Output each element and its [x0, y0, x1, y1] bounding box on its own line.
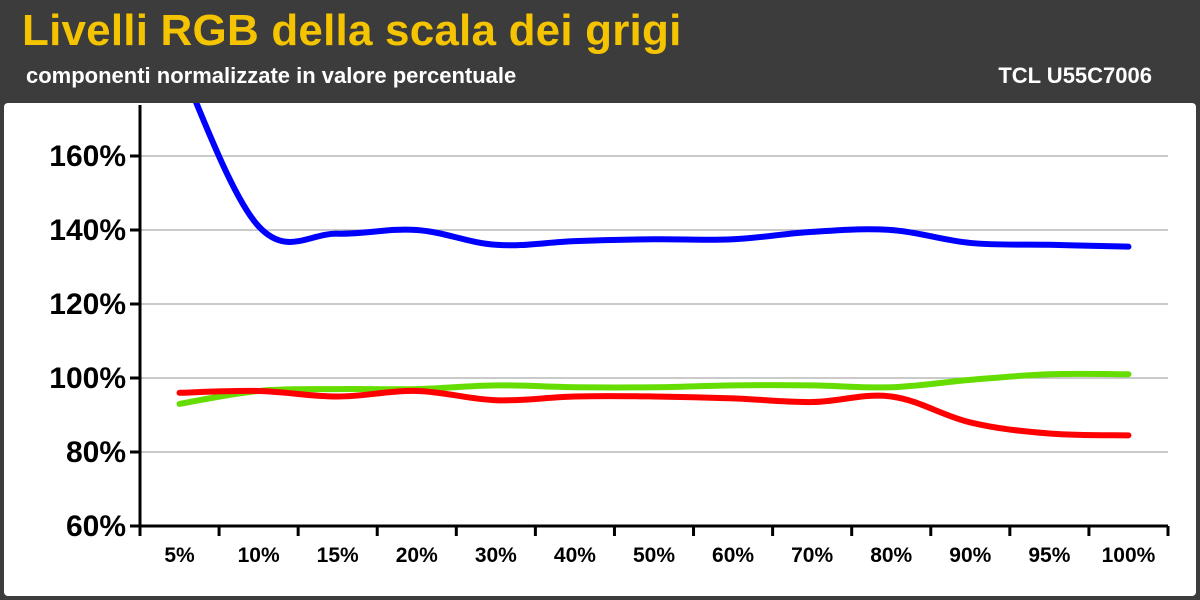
- x-tick-label: 60%: [712, 544, 754, 567]
- x-tick-label: 100%: [1102, 544, 1156, 567]
- chart-header: Livelli RGB della scala dei grigi compon…: [0, 0, 1200, 103]
- x-tick-label: 90%: [949, 544, 991, 567]
- red-series-line: [176, 387, 1132, 439]
- plot-panel: 60% 80% 100% 120% 140% 160% 5% 10% 15% 20% 30% 40% 5…: [4, 103, 1196, 596]
- line-chart: 60% 80% 100% 120% 140% 160% 5% 10% 15% 20% 30% 40% 5…: [49, 103, 1170, 567]
- x-tick-label: 40%: [554, 544, 596, 567]
- x-tick-label: 15%: [317, 544, 359, 567]
- x-tick-label: 70%: [791, 544, 833, 567]
- x-tick-label: 30%: [475, 544, 517, 567]
- device-model-label: TCL U55C7006: [998, 63, 1152, 88]
- y-tick-label: 100%: [49, 362, 126, 395]
- x-tick-label: 20%: [396, 544, 438, 567]
- x-tick-label: 95%: [1028, 544, 1070, 567]
- chart-subtitle: componenti normalizzate in valore percen…: [26, 63, 517, 88]
- y-tick-label: 120%: [49, 288, 126, 321]
- blue-series-line: [193, 103, 1132, 250]
- chart-title: Livelli RGB della scala dei grigi: [22, 6, 682, 55]
- y-tick-label: 80%: [66, 436, 126, 469]
- y-tick-label: 60%: [66, 510, 126, 543]
- y-tick-label: 160%: [49, 140, 126, 173]
- x-tick-label: 10%: [238, 544, 280, 567]
- x-tick-label: 80%: [870, 544, 912, 567]
- x-tick-label: 50%: [633, 544, 675, 567]
- green-series-line: [176, 370, 1132, 407]
- x-tick-label: 5%: [164, 544, 195, 567]
- y-tick-label: 140%: [49, 214, 126, 247]
